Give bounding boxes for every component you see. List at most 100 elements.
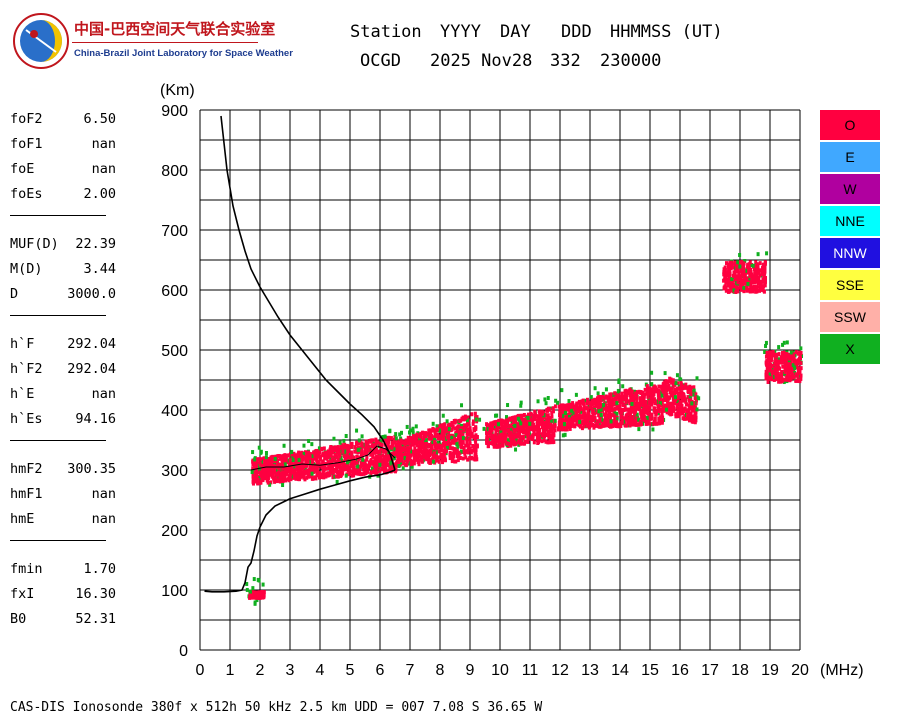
echo-point-o: [309, 474, 313, 479]
echo-point-o: [469, 434, 473, 439]
echo-point-o: [485, 440, 489, 445]
echo-point-o: [728, 264, 732, 269]
echo-point-x: [736, 260, 740, 265]
echo-point-o: [761, 269, 765, 274]
echo-point-o: [688, 418, 692, 423]
echo-point-o: [571, 404, 575, 409]
echo-point-o: [460, 439, 464, 444]
echo-point-o: [583, 411, 587, 416]
echo-point-o: [287, 453, 291, 458]
echo-point-o: [533, 417, 537, 422]
echo-point-o: [693, 391, 697, 396]
echo-point-o: [607, 403, 611, 408]
echo-point-o: [686, 389, 690, 394]
echo-point-o: [526, 424, 530, 429]
echo-point-o: [303, 456, 307, 461]
echo-point-o: [771, 351, 775, 356]
echo-point-o: [786, 369, 790, 374]
echo-point-o: [753, 284, 757, 289]
echo-point-o: [487, 431, 491, 436]
echo-point-x: [431, 459, 435, 464]
echo-point-o: [469, 456, 473, 461]
echo-point-o: [390, 452, 394, 457]
echo-point-o: [468, 429, 472, 434]
echo-point-o: [336, 474, 340, 479]
echo-point-o: [652, 406, 656, 411]
echo-point-x: [482, 426, 486, 431]
echo-point-o: [492, 420, 496, 425]
echo-point-o: [603, 406, 607, 411]
echo-point-x: [578, 419, 582, 424]
echo-point-o: [407, 437, 411, 442]
echo-point-o: [788, 356, 792, 361]
echo-point-o: [514, 436, 518, 441]
echo-point-o: [628, 393, 632, 398]
echo-point-x: [291, 457, 295, 462]
echo-point-o: [790, 356, 794, 361]
echo-point-o: [790, 352, 794, 357]
echo-point-o: [318, 450, 322, 455]
echo-point-o: [446, 440, 450, 445]
echo-point-o: [734, 275, 738, 280]
echo-point-o: [445, 429, 449, 434]
echo-point-x: [405, 424, 409, 429]
echo-point-x: [245, 587, 249, 592]
echo-point-o: [785, 376, 789, 381]
echo-point-o: [598, 411, 602, 416]
echo-point-o: [602, 412, 606, 417]
echo-point-x: [764, 340, 768, 345]
echo-point-o: [508, 424, 512, 429]
echo-point-x: [441, 413, 445, 418]
echo-point-o: [381, 460, 385, 465]
echo-point-o: [798, 356, 802, 361]
echo-point-o: [799, 373, 803, 378]
echo-point-o: [420, 450, 424, 455]
echo-point-o: [570, 402, 574, 407]
echo-point-o: [499, 433, 503, 438]
echo-point-o: [558, 405, 562, 410]
echo-point-o: [364, 451, 368, 456]
echo-point-o: [328, 468, 332, 473]
echo-point-o: [473, 446, 477, 451]
echo-point-o: [625, 415, 629, 420]
echo-point-o: [671, 405, 675, 410]
echo-point-o: [737, 276, 741, 281]
echo-point-o: [322, 446, 326, 451]
echo-point-o: [615, 420, 619, 425]
echo-point-o: [315, 467, 319, 472]
echo-point-o: [784, 359, 788, 364]
echo-point-o: [258, 592, 262, 597]
echo-point-o: [550, 410, 554, 415]
echo-point-o: [774, 366, 778, 371]
echo-point-o: [278, 475, 282, 480]
echo-point-o: [678, 391, 682, 396]
echo-point-x: [692, 388, 696, 393]
x-tick-label: 19: [761, 662, 779, 679]
echo-point-x: [252, 577, 256, 582]
echo-point-x: [460, 403, 464, 408]
echo-point-o: [462, 428, 466, 433]
echo-point-o: [587, 422, 591, 427]
echo-point-o: [260, 592, 264, 597]
echo-point-x: [674, 381, 678, 386]
echo-point-o: [346, 468, 350, 473]
echo-point-o: [371, 469, 375, 474]
echo-point-x: [345, 460, 349, 465]
echo-point-o: [617, 423, 621, 428]
echo-point-x: [773, 349, 777, 354]
echo-point-o: [517, 439, 521, 444]
echo-point-o: [643, 403, 647, 408]
echo-point-o: [378, 442, 382, 447]
echo-point-o: [275, 479, 279, 484]
echo-point-o: [525, 430, 529, 435]
echo-point-o: [541, 433, 545, 438]
echo-point-o: [644, 400, 648, 405]
echo-point-o: [399, 453, 403, 458]
echo-point-o: [447, 431, 451, 436]
x-tick-label: 14: [611, 662, 629, 679]
echo-point-o: [473, 435, 477, 440]
echo-point-o: [653, 401, 657, 406]
echo-point-o: [501, 435, 505, 440]
echo-point-o: [471, 421, 475, 426]
echo-point-x: [562, 422, 566, 427]
